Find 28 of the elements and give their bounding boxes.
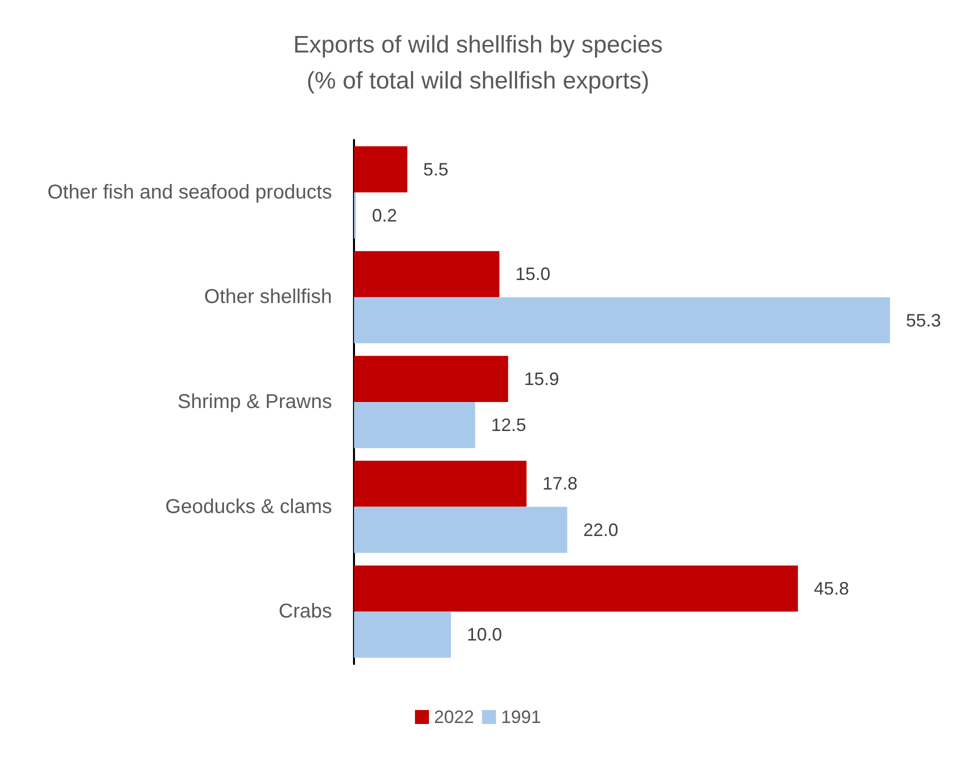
data-label: 15.0 (515, 264, 550, 284)
bar (354, 506, 568, 553)
y-tick-label: Other shellfish (204, 286, 332, 308)
y-tick-label: Geoducks & clams (165, 496, 332, 518)
legend-label: 1991 (501, 707, 542, 727)
data-label: 17.8 (542, 474, 578, 494)
bar (354, 146, 408, 192)
y-tick-label: Crabs (278, 600, 332, 623)
data-label: 55.3 (906, 310, 942, 330)
bar (354, 460, 527, 507)
data-label: 5.5 (423, 159, 448, 180)
data-label: 22.0 (583, 520, 618, 540)
bar (354, 565, 798, 612)
bar (354, 297, 890, 344)
y-tick-label: Shrimp & Prawns (178, 391, 332, 413)
data-label: 45.8 (814, 578, 849, 599)
bar (354, 402, 476, 448)
y-tick-label: Other fish and seafood products (47, 181, 332, 204)
data-label: 10.0 (466, 624, 502, 645)
bar (354, 251, 500, 298)
bar (354, 612, 451, 658)
chart-subtitle: (% of total wild shellfish exports) (306, 68, 650, 94)
bar (354, 356, 508, 402)
data-label: 15.9 (524, 368, 560, 389)
legend-label: 2022 (434, 707, 474, 727)
data-label: 0.2 (372, 205, 397, 226)
chart-title: Exports of wild shellfish by species (293, 32, 663, 58)
data-label: 12.5 (491, 415, 526, 436)
